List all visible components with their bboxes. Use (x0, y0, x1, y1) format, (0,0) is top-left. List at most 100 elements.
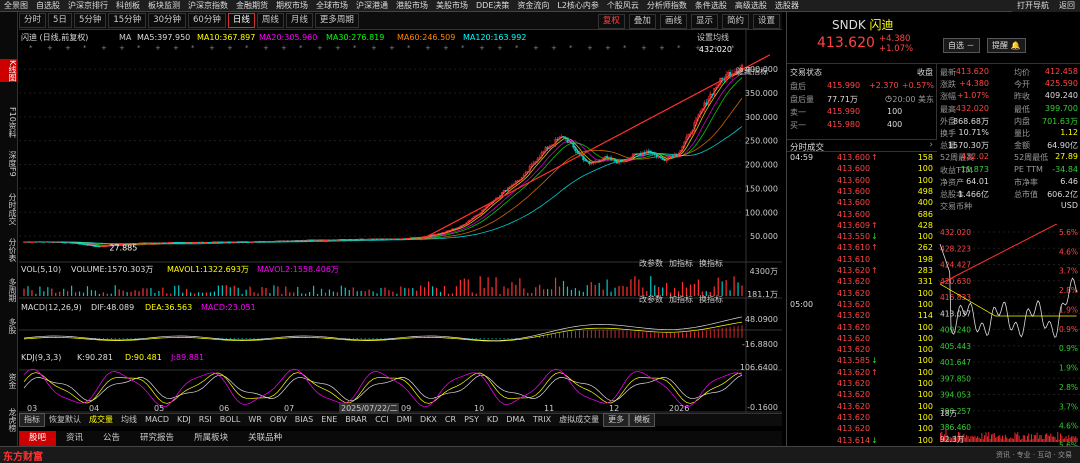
top-right-item[interactable]: 返回 (1059, 1, 1075, 10)
left-tab-2[interactable]: 深度F9 (8, 151, 17, 177)
top-menu-item[interactable]: 个股风云 (606, 1, 639, 10)
intraday-mini-chart[interactable]: 432.020 428.223 424.427 420.630 416.833 413.0… (938, 224, 1080, 446)
toolbar-button[interactable]: 显示 (690, 13, 718, 29)
toolbar-button[interactable]: 设置 (752, 13, 780, 29)
indicator-tab[interactable]: 指标 (19, 413, 45, 427)
left-tab-1[interactable]: F10资料 (8, 107, 17, 138)
toolbar-button[interactable]: 复权 (597, 13, 625, 29)
indicator-tab[interactable]: 模板 (629, 413, 656, 427)
top-menu-item[interactable]: 板块监测 (148, 1, 180, 10)
indicator-tab[interactable]: ENE (321, 415, 338, 424)
event-marker-icon: + (551, 44, 557, 52)
indicator-tab[interactable]: BOLL (219, 415, 241, 424)
top-menu-item[interactable]: 美股市场 (436, 1, 468, 10)
left-tab-7[interactable]: 资金 (8, 373, 17, 389)
indicator-tab[interactable]: 虚拟成交量 (559, 415, 600, 424)
macd-tool-0[interactable]: 改参数 (639, 294, 663, 304)
top-menu-item[interactable]: DDE决策 (476, 1, 510, 10)
period-tab[interactable]: 5分钟 (73, 13, 107, 28)
top-menu-item[interactable]: 选股器 (774, 1, 799, 10)
indicator-tab[interactable]: TRIX (532, 415, 552, 424)
top-menu-item[interactable]: 金融期货 (236, 1, 268, 10)
indicator-tab[interactable]: KDJ (176, 415, 191, 424)
left-tab-6[interactable]: 多股 (8, 318, 17, 334)
top-menu-item[interactable]: 期权市场 (276, 1, 308, 10)
top-menu-item[interactable]: L2核心内参 (557, 1, 599, 10)
period-tab[interactable]: 60分钟 (188, 13, 226, 28)
indicator-tab[interactable]: RSI (198, 415, 212, 424)
trade-status-row: 卖一 415.990 100 (787, 107, 937, 118)
left-tab-5[interactable]: 多周期 (8, 278, 17, 302)
top-menu-item[interactable]: 港股市场 (396, 1, 428, 10)
ticks-list[interactable]: 04:59 413.600 ↑ 158 413.600 100 413.600 100 413.… (787, 153, 937, 446)
candle-body (671, 156, 674, 158)
vol-tool-2[interactable]: 换指标 (699, 258, 723, 268)
info-tab[interactable]: 研究报告 (140, 433, 175, 443)
period-tab[interactable]: 周线 (256, 13, 284, 28)
top-menu-item[interactable]: 条件选股 (694, 1, 727, 10)
indicator-tab[interactable]: CR (444, 415, 457, 424)
watchlist-button[interactable]: 自选 － (943, 38, 980, 53)
period-tab[interactable]: 分时 (19, 13, 47, 28)
top-right-item[interactable]: 打开导航 (1017, 1, 1049, 10)
hide-indicator-link[interactable]: 隐藏指标 (736, 66, 768, 76)
toolbar-button[interactable]: 叠加 (628, 13, 656, 29)
macd-tool-2[interactable]: 换指标 (699, 294, 723, 304)
top-menu-item[interactable]: 资金流向 (517, 1, 550, 10)
kline-chart[interactable]: 400.000 350.000 300.000 250.000 200.000 150.0… (19, 30, 782, 413)
indicator-tab[interactable]: 恢复默认 (49, 415, 81, 424)
top-menu-item[interactable]: 沪深京排行 (68, 1, 108, 10)
top-menu-item[interactable]: 高级选股 (734, 1, 767, 10)
top-menu-item[interactable]: 全景图 (4, 1, 28, 10)
vol-tool-0[interactable]: 改参数 (639, 258, 663, 268)
top-menu-item[interactable]: 自选股 (36, 1, 60, 10)
period-tab[interactable]: 日线 (227, 13, 255, 28)
event-marker-icon: * (137, 44, 141, 52)
indicator-tab[interactable]: BRAR (345, 415, 368, 424)
info-tab[interactable]: 股吧 (19, 431, 57, 446)
indicator-tab[interactable]: OBV (269, 415, 287, 424)
indicator-tab[interactable]: 成交量 (89, 415, 113, 424)
indicator-tab[interactable]: CCI (375, 415, 389, 424)
top-menu-item[interactable]: 科创板 (116, 1, 140, 10)
indicator-tab[interactable]: DMA (506, 415, 525, 424)
info-tab[interactable]: 资讯 (66, 433, 84, 443)
stats-row: 换手 10.71% 量比 1.12 (938, 128, 1080, 139)
left-tab-0[interactable]: K线图 (0, 59, 17, 83)
indicator-tab[interactable]: DKX (420, 415, 437, 424)
alert-button[interactable]: 提醒 🔔 (987, 38, 1026, 53)
top-menu-item[interactable]: 沪深港通 (356, 1, 388, 10)
indicator-tab[interactable]: KD (486, 415, 499, 424)
info-tab[interactable]: 所属板块 (194, 433, 229, 443)
period-tab[interactable]: 5日 (48, 13, 72, 28)
toolbar-button[interactable]: 画线 (659, 13, 687, 29)
top-menu-item[interactable]: 沪深京指数 (188, 1, 228, 10)
indicator-tab[interactable]: WR (248, 415, 262, 424)
left-tab-3[interactable]: 分时成交 (8, 193, 17, 225)
indicator-tab[interactable]: BIAS (294, 415, 314, 424)
indicator-tab[interactable]: 更多 (603, 413, 630, 427)
toolbar-button[interactable]: 简约 (721, 13, 749, 29)
period-tab[interactable]: 15分钟 (108, 13, 147, 28)
info-tab[interactable]: 公告 (103, 433, 121, 443)
volume-bar (205, 292, 208, 296)
left-tab-4[interactable]: 分价表 (8, 238, 17, 262)
chevron-right-icon[interactable]: › (929, 140, 933, 150)
info-tab[interactable]: 关联品种 (248, 433, 283, 443)
indicator-tab[interactable]: DMI (396, 415, 413, 424)
left-tab-8[interactable]: 龙虎榜 (8, 408, 17, 432)
top-menu-item[interactable]: 分析师指数 (646, 1, 687, 10)
set-ma-link[interactable]: 设置均线 (697, 32, 729, 42)
top-menu-item[interactable]: 全球市场 (316, 1, 348, 10)
period-tab[interactable]: 30分钟 (148, 13, 187, 28)
period-tab[interactable]: 月线 (285, 13, 313, 28)
indicator-tab[interactable]: 均线 (121, 415, 137, 424)
vol-tool-1[interactable]: 加指标 (669, 258, 693, 268)
period-tab[interactable]: 更多周期 (314, 13, 359, 28)
indicator-tab[interactable]: PSY (464, 415, 479, 424)
indicator-tab[interactable]: MACD (145, 415, 169, 424)
price-tick-label: 250.000 (745, 137, 778, 146)
candle-body (50, 241, 53, 243)
volume-bar (90, 290, 93, 296)
macd-tool-1[interactable]: 加指标 (669, 294, 693, 304)
